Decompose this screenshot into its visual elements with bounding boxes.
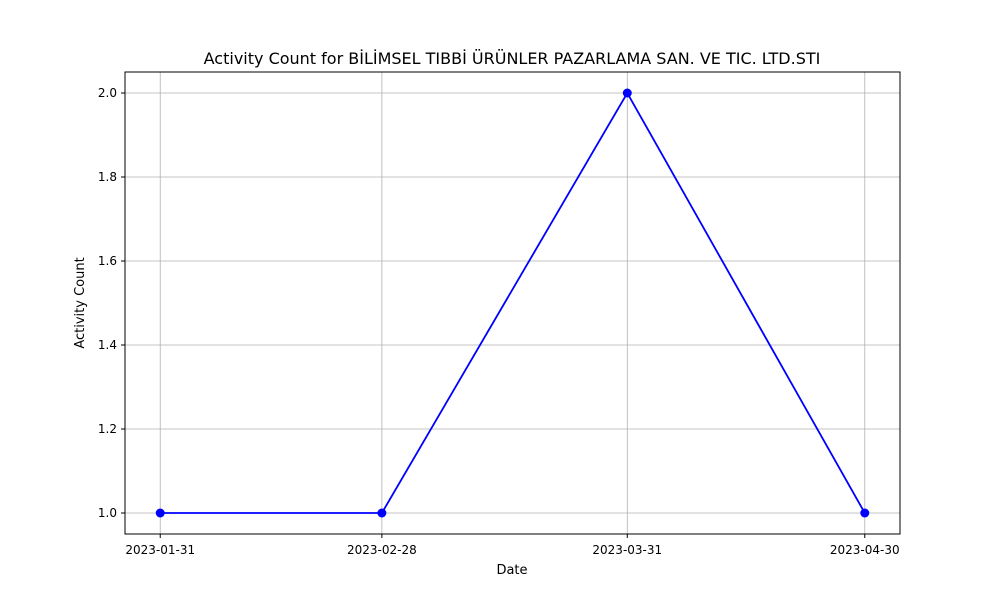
y-tick-label: 1.2: [98, 422, 117, 436]
x-axis-ticks: 2023-01-31 2023-02-28 2023-03-31 2023-04-30: [125, 534, 900, 557]
x-tick-label: 2023-01-31: [125, 543, 195, 557]
y-tick-label: 2.0: [98, 86, 117, 100]
data-point: [860, 508, 870, 518]
y-tick-label: 1.4: [98, 338, 117, 352]
x-tick-label: 2023-03-31: [592, 543, 662, 557]
plot-area-frame: [124, 71, 901, 535]
data-point: [155, 508, 165, 518]
series-line: [160, 91, 866, 514]
chart-title: Activity Count for BİLİMSEL TIBBİ ÜRÜNLE…: [204, 49, 821, 68]
y-tick-label: 1.0: [98, 506, 117, 520]
series-layer: [155, 88, 870, 518]
y-tick-label: 1.6: [98, 254, 117, 268]
data-point: [377, 508, 387, 518]
data-point: [622, 88, 632, 98]
x-axis-label: Date: [496, 563, 527, 578]
x-tick-label: 2023-02-28: [347, 543, 417, 557]
x-tick-label: 2023-04-30: [830, 543, 900, 557]
y-axis-label: Activity Count: [73, 257, 88, 348]
y-tick-label: 1.8: [98, 170, 117, 184]
y-axis-ticks: 1.0 1.2 1.4 1.6 1.8 2.0: [98, 86, 125, 520]
